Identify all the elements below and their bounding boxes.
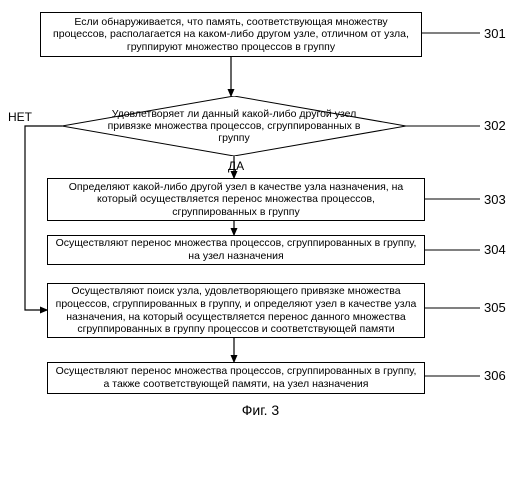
decision-302: Удовлетворяет ли данный какой-либо друго… (62, 96, 406, 156)
label-no: НЕТ (8, 110, 32, 124)
step-301: Если обнаруживается, что память, соответ… (40, 12, 422, 57)
step-306-text: Осуществляют перенос множества процессов… (54, 365, 418, 390)
step-304-text: Осуществляют перенос множества процессов… (54, 237, 418, 262)
step-305: Осуществляют поиск узла, удовлетворяющег… (47, 283, 425, 338)
step-303: Определяют какой-либо другой узел в каче… (47, 178, 425, 221)
ref-304: 304 (484, 242, 506, 257)
step-303-text: Определяют какой-либо другой узел в каче… (54, 181, 418, 219)
step-305-text: Осуществляют поиск узла, удовлетворяющег… (54, 285, 418, 335)
figure-caption: Фиг. 3 (0, 402, 521, 418)
step-301-text: Если обнаруживается, что память, соответ… (47, 16, 415, 54)
ref-301: 301 (484, 26, 506, 41)
ref-306: 306 (484, 368, 506, 383)
step-304: Осуществляют перенос множества процессов… (47, 235, 425, 265)
ref-305: 305 (484, 300, 506, 315)
ref-302: 302 (484, 118, 506, 133)
label-yes: ДА (228, 159, 244, 173)
decision-302-text: Удовлетворяет ли данный какой-либо друго… (102, 108, 366, 144)
ref-303: 303 (484, 192, 506, 207)
step-306: Осуществляют перенос множества процессов… (47, 362, 425, 394)
